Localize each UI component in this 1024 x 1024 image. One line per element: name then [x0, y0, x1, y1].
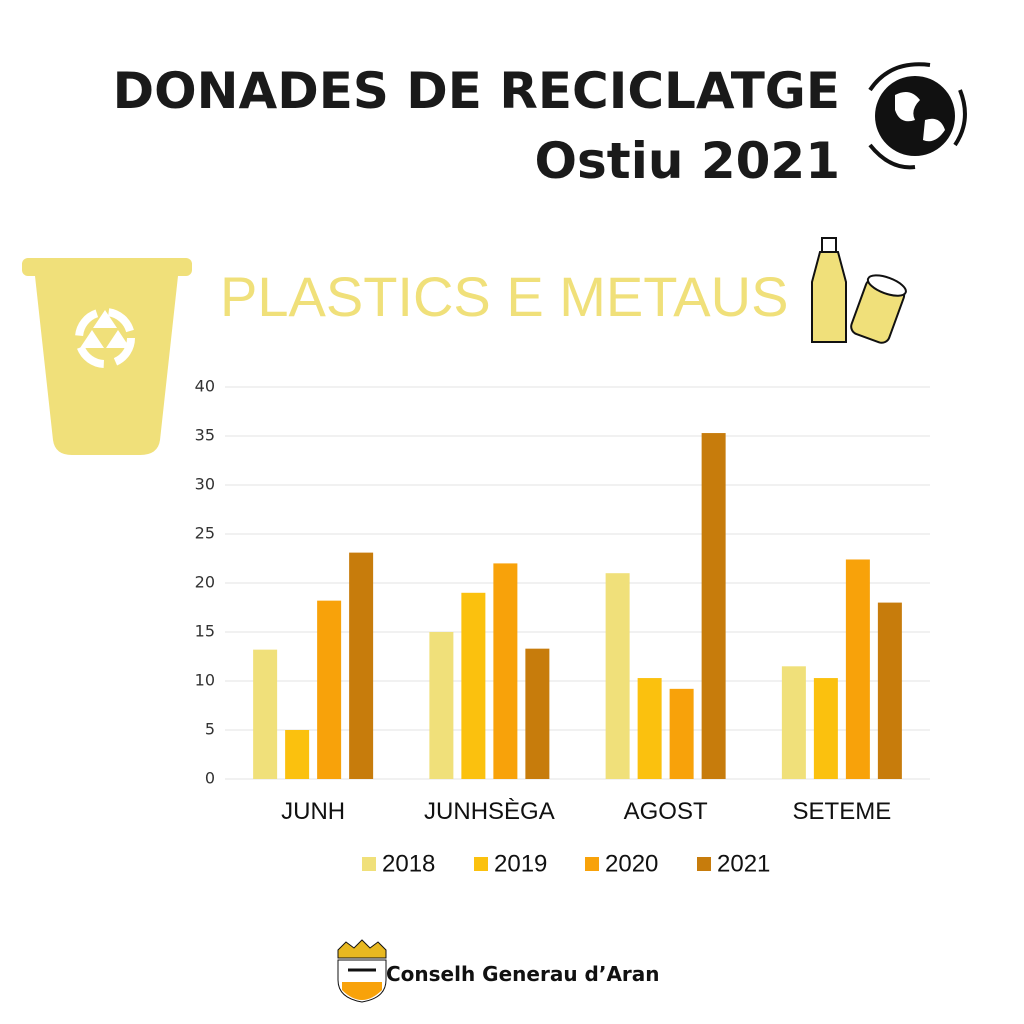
bar [285, 730, 310, 779]
bar [781, 666, 806, 779]
y-tick-label: 20 [195, 573, 215, 592]
bin-icon [22, 258, 192, 455]
bottle-can-icon [811, 237, 907, 344]
x-tick-label: JUNHSÈGA [424, 798, 555, 825]
legend-swatch [697, 857, 711, 871]
bar [461, 592, 486, 779]
chart: 0 5 10 15 20 25 30 35 40 JUNH JUNHSÈGA AGOST SETEME 2… [195, 377, 930, 877]
y-tick-label: 10 [195, 671, 215, 690]
x-tick-label: JUNH [281, 798, 345, 825]
crest-icon [337, 939, 387, 1003]
bar [317, 600, 342, 779]
bar [253, 649, 278, 779]
subtitle: Ostiu 2021 [535, 132, 840, 190]
legend-label: 2019 [494, 850, 547, 877]
legend-swatch [474, 857, 488, 871]
y-tick-label: 35 [195, 426, 215, 445]
y-tick-label: 30 [195, 475, 215, 494]
legend-swatch [585, 857, 599, 871]
legend-label: 2018 [382, 850, 435, 877]
organization: Conselh Generau d’Aran [386, 962, 660, 986]
globe-icon [868, 62, 967, 170]
bar [669, 688, 694, 779]
bar [701, 433, 726, 779]
y-tick-label: 15 [195, 622, 215, 641]
bar [637, 678, 662, 779]
bar [877, 602, 902, 779]
legend-label: 2020 [605, 850, 658, 877]
bar [525, 648, 550, 779]
bar [813, 678, 838, 779]
x-tick-label: AGOST [624, 798, 708, 825]
y-tick-label: 0 [205, 769, 215, 788]
chart-title: PLASTICS E METAUS [220, 265, 788, 328]
legend-label: 2021 [717, 850, 770, 877]
bar [429, 632, 454, 779]
y-tick-label: 40 [195, 377, 215, 396]
bar [493, 563, 518, 779]
y-tick-label: 25 [195, 524, 215, 543]
y-tick-label: 5 [205, 720, 215, 739]
bar [605, 573, 630, 779]
bar [845, 559, 870, 779]
title: DONADES DE RECICLATGE [113, 62, 840, 120]
x-tick-label: SETEME [793, 798, 892, 825]
bar [349, 552, 374, 779]
legend-swatch [362, 857, 376, 871]
